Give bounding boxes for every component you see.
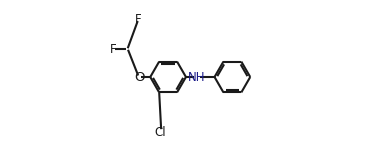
Text: F: F	[110, 43, 117, 56]
Text: Cl: Cl	[154, 126, 165, 140]
Text: O: O	[134, 71, 145, 83]
Text: F: F	[135, 13, 142, 26]
Text: NH: NH	[188, 71, 206, 83]
